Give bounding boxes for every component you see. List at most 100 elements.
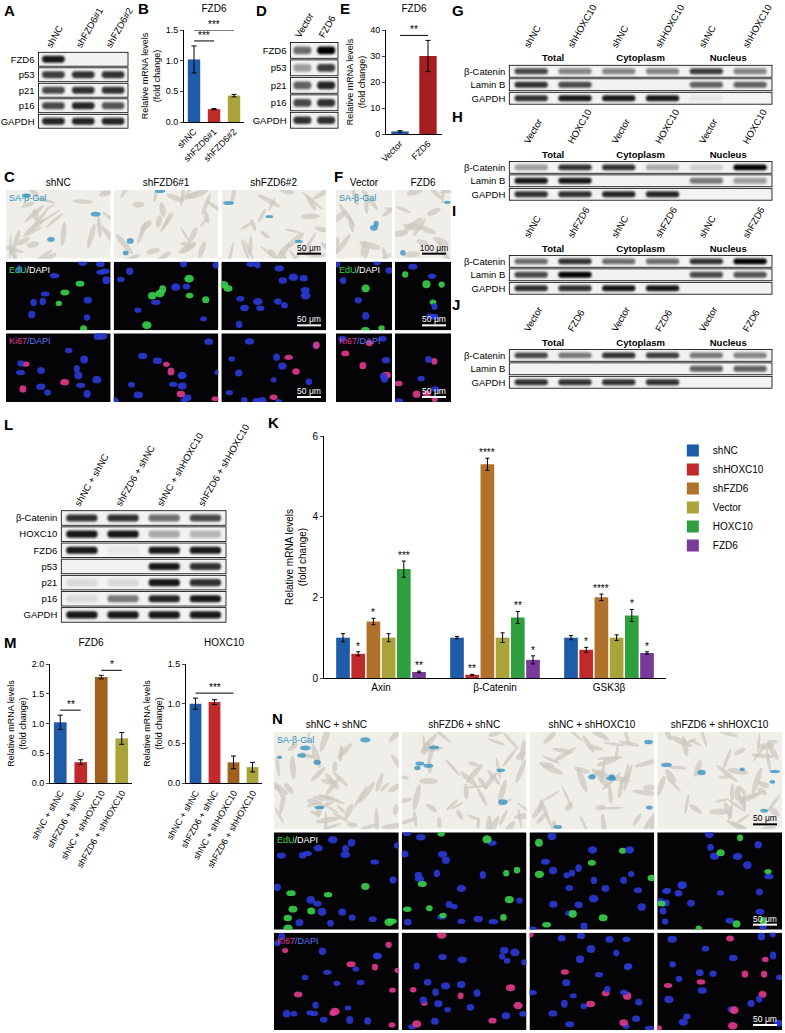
- svg-text:FZD6: FZD6: [740, 308, 761, 334]
- svg-text:***: ***: [208, 19, 220, 30]
- svg-text:H: H: [452, 108, 463, 125]
- svg-text:Nucleus: Nucleus: [710, 149, 747, 160]
- svg-text:β-Catenin: β-Catenin: [464, 350, 505, 361]
- svg-text:p16: p16: [19, 100, 35, 111]
- svg-text:shFZD6: shFZD6: [740, 205, 766, 240]
- svg-text:shFZD6 + shNC: shFZD6 + shNC: [45, 788, 86, 850]
- svg-text:****: ****: [479, 447, 495, 458]
- svg-text:GSK3β: GSK3β: [593, 682, 626, 693]
- svg-text:1.0: 1.0: [168, 699, 181, 709]
- svg-text:FZD6: FZD6: [653, 308, 674, 334]
- svg-text:shNC + shNC: shNC + shNC: [306, 719, 367, 730]
- svg-text:J: J: [452, 296, 460, 313]
- svg-text:Cytoplasm: Cytoplasm: [616, 243, 665, 254]
- svg-text:HOXC10: HOXC10: [565, 107, 594, 145]
- svg-text:FZD6: FZD6: [565, 308, 586, 334]
- svg-text:shFZD6 + shHOXC10: shFZD6 + shHOXC10: [75, 789, 128, 870]
- svg-text:***: ***: [198, 30, 210, 41]
- svg-text:20: 20: [370, 77, 380, 87]
- svg-text:Vector: Vector: [697, 117, 720, 146]
- svg-text:0.0: 0.0: [168, 778, 181, 788]
- svg-text:A: A: [4, 2, 15, 19]
- svg-text:0.0: 0.0: [166, 117, 179, 127]
- svg-text:HOXC10: HOXC10: [713, 521, 753, 532]
- svg-text:shNC: shNC: [609, 213, 630, 239]
- svg-text:B: B: [138, 0, 149, 17]
- svg-text:Nucleus: Nucleus: [710, 52, 747, 63]
- svg-text:shNC + shNC: shNC + shNC: [165, 788, 202, 841]
- svg-text:Total: Total: [542, 52, 564, 63]
- svg-text:GAPDH: GAPDH: [253, 115, 287, 126]
- svg-text:shNC + shNC: shNC + shNC: [30, 788, 67, 841]
- svg-text:1.5: 1.5: [168, 659, 181, 669]
- svg-text:shHOXC10: shHOXC10: [653, 2, 687, 49]
- svg-text:1.0: 1.0: [166, 56, 179, 66]
- svg-text:50 μm: 50 μm: [753, 1014, 777, 1024]
- svg-text:p16: p16: [41, 593, 57, 604]
- svg-text:shFZD6: shFZD6: [713, 483, 749, 494]
- svg-text:shNC: shNC: [609, 23, 630, 49]
- svg-text:FZD6: FZD6: [79, 637, 104, 648]
- svg-text:F: F: [334, 168, 343, 185]
- svg-text:**: **: [468, 663, 476, 674]
- svg-text:shFZD6#1: shFZD6#1: [73, 6, 105, 50]
- svg-text:shFZD6#2: shFZD6#2: [103, 6, 135, 50]
- svg-text:*: *: [356, 641, 360, 652]
- svg-text:**: **: [410, 24, 418, 35]
- svg-text:GAPDH: GAPDH: [472, 93, 506, 104]
- svg-text:Nucleus: Nucleus: [710, 243, 747, 254]
- svg-text:shNC: shNC: [521, 23, 542, 49]
- svg-text:10: 10: [370, 103, 380, 113]
- svg-text:shFZD6: shFZD6: [653, 205, 679, 240]
- svg-text:EdU/DAPI: EdU/DAPI: [339, 265, 380, 275]
- svg-text:shFZD6#1: shFZD6#1: [182, 127, 219, 164]
- svg-text:shNC + shHOXC10: shNC + shHOXC10: [59, 789, 107, 862]
- svg-text:shNC + shNC: shNC + shNC: [72, 452, 111, 508]
- svg-text:Total: Total: [542, 149, 564, 160]
- svg-text:shNC: shNC: [44, 23, 65, 49]
- svg-text:SA-β-Gal: SA-β-Gal: [277, 735, 314, 745]
- svg-text:6: 6: [312, 431, 318, 442]
- svg-text:GAPDH: GAPDH: [472, 283, 506, 294]
- svg-text:***: ***: [398, 550, 410, 561]
- svg-text:40: 40: [370, 25, 380, 35]
- svg-text:Cytoplasm: Cytoplasm: [616, 149, 665, 160]
- svg-text:shHOXC10: shHOXC10: [713, 464, 764, 475]
- svg-text:Vector: Vector: [609, 305, 632, 334]
- svg-text:4: 4: [312, 511, 318, 522]
- svg-text:*: *: [110, 659, 114, 670]
- svg-text:Relative mRNA levels(fold chan: Relative mRNA levels(fold change): [6, 680, 28, 767]
- svg-text:EdU/DAPI: EdU/DAPI: [277, 835, 318, 845]
- svg-text:0.5: 0.5: [168, 738, 181, 748]
- svg-text:shFZD6 + shHOXC10: shFZD6 + shHOXC10: [196, 422, 252, 508]
- svg-text:FZD6: FZD6: [34, 545, 58, 556]
- svg-text:β-Catenin: β-Catenin: [464, 162, 505, 173]
- svg-text:HOXC10: HOXC10: [19, 528, 57, 539]
- svg-text:50 μm: 50 μm: [422, 314, 446, 324]
- svg-text:shFZD6 + shHOXC10: shFZD6 + shHOXC10: [206, 789, 259, 870]
- svg-text:K: K: [268, 414, 279, 431]
- svg-text:HOXC10: HOXC10: [204, 637, 244, 648]
- svg-text:SA-β-Gal: SA-β-Gal: [339, 193, 376, 203]
- svg-text:50 μm: 50 μm: [753, 813, 777, 823]
- svg-text:Axin: Axin: [371, 682, 390, 693]
- svg-text:shFZD6 + shNC: shFZD6 + shNC: [179, 788, 220, 850]
- svg-text:p21: p21: [19, 85, 35, 96]
- svg-text:HOXC10: HOXC10: [740, 107, 769, 145]
- svg-text:GAPDH: GAPDH: [472, 189, 506, 200]
- svg-text:shNC: shNC: [697, 23, 718, 49]
- svg-text:p53: p53: [19, 69, 35, 80]
- svg-text:FZD6: FZD6: [202, 3, 227, 14]
- svg-text:I: I: [452, 202, 456, 219]
- svg-text:****: ****: [593, 583, 609, 594]
- svg-text:shNC + shHOXC10: shNC + shHOXC10: [191, 789, 239, 862]
- svg-text:***: ***: [209, 682, 221, 693]
- svg-text:Cytoplasm: Cytoplasm: [616, 337, 665, 348]
- svg-text:*: *: [531, 645, 535, 656]
- svg-text:Vector: Vector: [350, 177, 379, 188]
- svg-text:p16: p16: [271, 97, 287, 108]
- svg-text:shHOXC10: shHOXC10: [740, 2, 774, 49]
- svg-text:FZD6: FZD6: [316, 14, 337, 40]
- svg-text:1.5: 1.5: [32, 689, 45, 699]
- svg-text:shNC: shNC: [713, 445, 738, 456]
